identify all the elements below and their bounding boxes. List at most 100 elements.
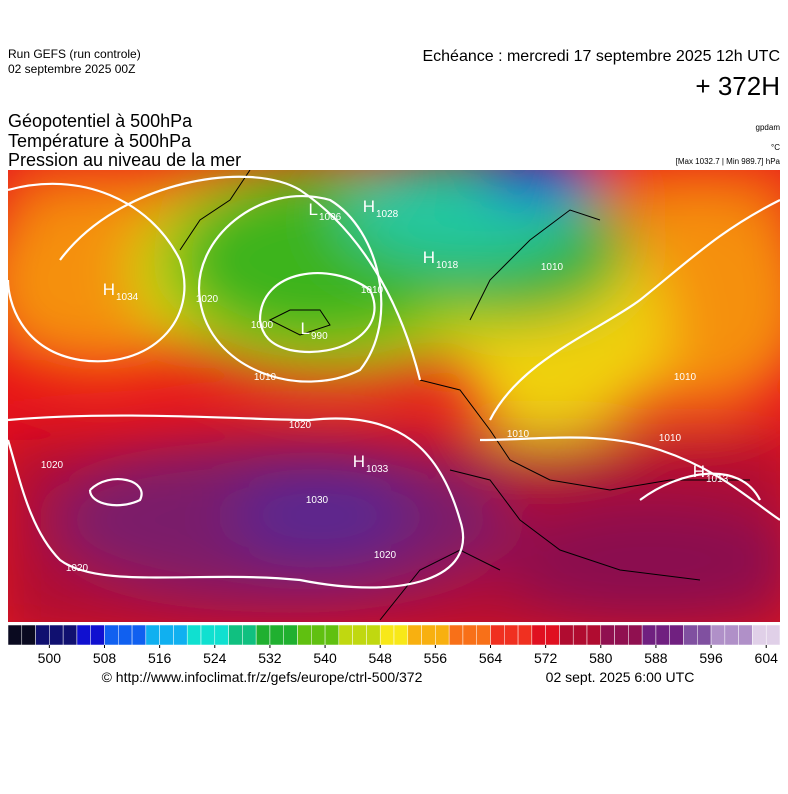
isobar-label: 1020 <box>66 563 89 574</box>
colorbar-swatch <box>600 624 615 646</box>
colorbar-swatch <box>393 624 409 646</box>
colorbar-swatch <box>614 624 629 646</box>
isobar-label: 1010 <box>674 372 697 383</box>
isobar-label: 1010 <box>254 372 277 383</box>
isobar-label: 1020 <box>374 550 397 561</box>
pressure-center-kind: L <box>301 319 310 338</box>
colorbar-swatch <box>379 624 395 646</box>
colorbar-swatch <box>448 624 464 646</box>
colorbar-swatch <box>683 624 698 646</box>
colorbar-swatch <box>724 624 739 646</box>
colorbar-swatch <box>186 624 202 646</box>
colorbar-tick-label: 508 <box>93 650 117 666</box>
isobar-label: 1030 <box>306 495 329 506</box>
colorbar-swatch <box>228 624 243 646</box>
colorbar-swatch <box>49 624 64 646</box>
colorbar-swatch <box>504 624 519 646</box>
colorbar-swatch <box>255 624 271 646</box>
colorbar-swatch <box>338 624 353 646</box>
colorbar-tick-label: 516 <box>148 650 172 666</box>
colorbar-swatch <box>655 624 670 646</box>
source-url: © http://www.infoclimat.fr/z/gefs/europe… <box>102 669 423 685</box>
colorbar-swatch <box>104 624 119 646</box>
colorbar-tick-label: 500 <box>38 650 62 666</box>
pressure-center-value: 1006 <box>319 212 342 223</box>
colorbar-swatch <box>324 624 340 646</box>
lead-time: + 372H <box>695 71 780 101</box>
isobar-label: 1020 <box>289 420 312 431</box>
unit: °C <box>771 143 780 152</box>
colorbar-swatch <box>738 624 753 646</box>
pressure-center-value: 1028 <box>376 209 399 220</box>
colorbar-swatch <box>76 624 91 646</box>
colorbar-tick-label: 524 <box>203 650 227 666</box>
pressure-center-value: 990 <box>311 331 328 342</box>
colorbar-tick-label: 604 <box>755 650 779 666</box>
issued-time: 02 sept. 2025 6:00 UTC <box>546 669 695 685</box>
colorbar-swatch <box>435 624 450 646</box>
title: Géopotentiel à 500hPa <box>8 111 193 131</box>
pressure-center-kind: H <box>353 452 365 471</box>
colorbar-swatch <box>476 624 491 646</box>
colorbar-swatch <box>462 624 477 646</box>
isobar-label: 1020 <box>196 294 219 305</box>
colorbar-swatch <box>7 624 23 646</box>
colorbar-tick-label: 588 <box>644 650 668 666</box>
colorbar-swatch <box>765 624 781 646</box>
run-date: 02 septembre 2025 00Z <box>8 62 135 76</box>
colorbar-swatch <box>421 624 436 646</box>
colorbar-tick-label: 540 <box>313 650 337 666</box>
pressure-center-kind: H <box>363 197 375 216</box>
pressure-center-kind: H <box>423 248 435 267</box>
isobar-label: 1000 <box>251 320 274 331</box>
colorbar-tick-label: 572 <box>534 650 558 666</box>
run: Run GEFS (run controle) <box>8 47 141 61</box>
isobar-label: 1010 <box>659 433 682 444</box>
colorbar-swatch <box>269 624 284 646</box>
colorbar-swatch <box>586 624 602 646</box>
colorbar-swatch <box>159 624 174 646</box>
unit: gpdam <box>756 123 781 132</box>
colorbar-tick-label: 596 <box>699 650 723 666</box>
colorbar-tick-label: 532 <box>258 650 282 666</box>
colorbar: 500 508 516 524 532 540 548 556 564 572 580 588 596 6… <box>7 624 781 666</box>
colorbar-tick-label: 580 <box>589 650 613 666</box>
colorbar-swatch <box>366 624 381 646</box>
pressure-center-value: 1033 <box>366 464 389 475</box>
colorbar-swatch <box>90 624 105 646</box>
isobar-label: 1010 <box>507 429 530 440</box>
colorbar-swatch <box>131 624 147 646</box>
isobar-label: 1010 <box>541 262 564 273</box>
colorbar-swatch <box>531 624 546 646</box>
colorbar-swatch <box>697 624 712 646</box>
pressure-center-kind: H <box>693 462 705 481</box>
colorbar-swatch <box>517 624 533 646</box>
colorbar-swatch <box>641 624 657 646</box>
isobar-label: 1010 <box>361 285 384 296</box>
pressure-center-value: 1018 <box>436 260 459 271</box>
colorbar-swatch <box>242 624 257 646</box>
colorbar-swatch <box>669 624 684 646</box>
colorbar-swatch <box>173 624 188 646</box>
colorbar-swatch <box>311 624 326 646</box>
colorbar-swatch <box>35 624 50 646</box>
colorbar-swatch <box>283 624 298 646</box>
title: Température à 500hPa <box>8 131 192 151</box>
colorbar-swatch <box>297 624 312 646</box>
colorbar-tick-label: 548 <box>369 650 393 666</box>
unit: [Max 1032.7 | Min 989.7] hPa <box>676 157 781 166</box>
title: Pression au niveau de la mer <box>8 150 241 170</box>
colorbar-swatch <box>752 624 767 646</box>
pressure-center-value: 1013 <box>706 474 729 485</box>
colorbar-swatch <box>62 624 78 646</box>
colorbar-tick-label: 556 <box>424 650 448 666</box>
colorbar-swatch <box>628 624 643 646</box>
map <box>8 170 780 622</box>
colorbar-swatch <box>200 624 216 646</box>
pressure-center-kind: H <box>103 280 115 299</box>
colorbar-swatch <box>545 624 560 646</box>
pressure-center-kind: L <box>309 200 318 219</box>
colorbar-swatch <box>490 624 505 646</box>
colorbar-swatch <box>21 624 36 646</box>
